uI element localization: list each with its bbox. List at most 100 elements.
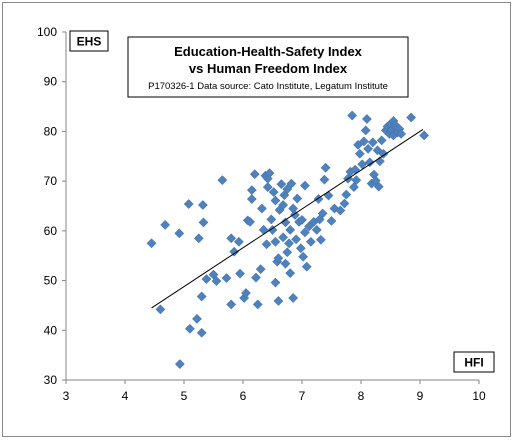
data-point (297, 214, 307, 225)
data-point (280, 258, 291, 269)
data-point (339, 198, 350, 209)
y-tick-label: 40 (44, 323, 58, 337)
data-point (261, 239, 272, 250)
data-point (233, 236, 244, 247)
data-point (256, 203, 267, 214)
data-point (292, 193, 303, 204)
x-axis-label-box (453, 351, 495, 373)
data-point (372, 145, 383, 156)
data-point (276, 179, 287, 190)
y-axis-label-box (69, 30, 109, 52)
chart-title-line2: vs Human Freedom Index (189, 61, 348, 76)
data-point (351, 175, 362, 186)
data-point (378, 148, 389, 159)
data-point (354, 148, 365, 159)
data-point (323, 190, 334, 201)
data-point (285, 224, 296, 235)
data-point (282, 247, 293, 258)
data-source-note: P170326-1 Data source: Cato Institute, L… (148, 81, 388, 92)
data-point (270, 277, 281, 288)
x-tick-label: 9 (417, 389, 424, 403)
data-point (285, 268, 296, 279)
data-point (361, 114, 372, 124)
y-axis-label: EHS (77, 35, 102, 49)
data-point (376, 135, 387, 146)
data-point (198, 217, 209, 228)
data-point (341, 189, 352, 200)
data-point (268, 187, 279, 198)
data-point (240, 288, 251, 298)
data-point (358, 136, 369, 147)
x-axis-ticks: 3 4 5 6 7 8 9 10 (63, 380, 486, 403)
data-point (320, 162, 331, 173)
y-axis-ticks: 30 40 50 60 70 80 90 100 (37, 25, 66, 387)
data-point (313, 194, 324, 204)
data-point (373, 181, 384, 192)
y-tick-label: 100 (37, 25, 57, 39)
data-point (245, 216, 256, 227)
data-point (262, 182, 273, 193)
data-point (406, 112, 417, 123)
data-point (155, 304, 166, 315)
data-point (221, 273, 232, 284)
data-point (251, 272, 261, 283)
data-point (184, 323, 195, 334)
title-box (127, 36, 409, 98)
data-point (273, 296, 284, 306)
data-point (196, 291, 207, 302)
data-point (192, 313, 202, 324)
y-tick-label: 90 (44, 75, 58, 89)
data-point (266, 214, 277, 225)
data-point (317, 208, 328, 219)
x-tick-label: 5 (181, 389, 188, 403)
data-point (326, 215, 337, 226)
data-point (174, 359, 185, 370)
data-point (235, 268, 246, 279)
data-point (278, 200, 289, 210)
data-point (270, 236, 281, 247)
data-point (286, 178, 297, 189)
data-point (249, 169, 260, 180)
data-point (174, 228, 185, 239)
data-point (246, 194, 257, 204)
data-point (217, 175, 228, 186)
data-point (211, 276, 222, 287)
data-point (146, 238, 157, 249)
data-point (305, 236, 316, 247)
data-point (311, 224, 322, 235)
data-point (298, 251, 309, 262)
data-point (160, 219, 171, 230)
data-point (226, 299, 237, 310)
data-point (301, 261, 312, 272)
x-tick-label: 10 (472, 389, 486, 403)
data-point (264, 168, 275, 179)
y-tick-label: 70 (44, 174, 58, 188)
y-tick-label: 80 (44, 124, 58, 138)
data-point (252, 299, 263, 310)
data-point (319, 174, 330, 185)
data-point (229, 246, 240, 257)
data-point (299, 227, 310, 238)
y-tick-label: 60 (44, 224, 58, 238)
data-point (193, 233, 204, 244)
data-point (197, 200, 208, 210)
data-point (360, 125, 371, 136)
data-point (291, 234, 302, 245)
data-point (367, 137, 378, 148)
data-point (363, 143, 374, 154)
x-tick-label: 4 (122, 389, 129, 403)
data-point (246, 185, 257, 196)
data-point (347, 110, 358, 121)
data-point (364, 157, 375, 168)
chart-title-line1: Education-Health-Safety Index (174, 44, 363, 59)
x-tick-label: 3 (63, 389, 70, 403)
data-point (278, 232, 289, 243)
y-tick-label: 30 (44, 373, 58, 387)
data-point (196, 327, 207, 338)
x-axis-label: HFI (464, 356, 483, 370)
trendline (151, 129, 424, 309)
data-point (273, 253, 284, 264)
data-point (284, 238, 294, 249)
x-tick-label: 7 (299, 389, 306, 403)
data-point (282, 184, 293, 195)
